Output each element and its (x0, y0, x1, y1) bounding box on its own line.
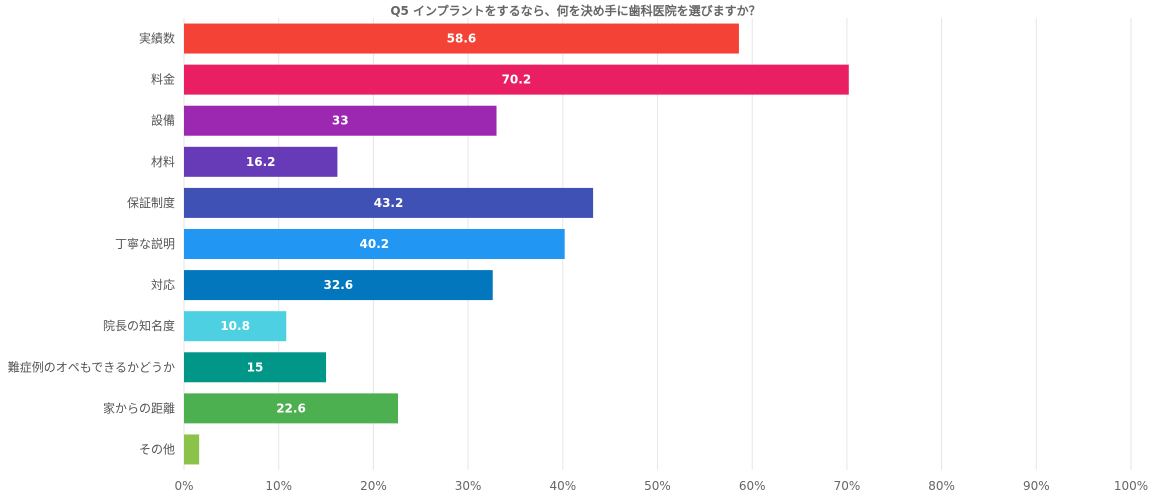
bar[interactable] (184, 270, 493, 301)
bar[interactable] (184, 311, 287, 342)
category-label: 料金 (151, 72, 175, 87)
category-label: 実績数 (139, 31, 175, 46)
category-label: 対応 (151, 278, 175, 292)
x-tick-label: 20% (360, 479, 387, 493)
data-label: 70.2 (502, 73, 532, 87)
category-label: 家からの距離 (103, 400, 175, 415)
x-tick-label: 70% (834, 479, 861, 493)
x-tick-label: 50% (644, 479, 671, 493)
category-label: 院長の知名度 (103, 318, 175, 333)
data-label: 33 (332, 114, 349, 128)
category-label: その他 (139, 442, 175, 456)
data-label: 15 (247, 360, 264, 374)
bar[interactable] (184, 105, 497, 136)
category-label: 保証制度 (127, 195, 175, 210)
category-label: 丁寧な説明 (115, 236, 175, 251)
x-tick-label: 60% (739, 479, 766, 493)
bar[interactable] (184, 352, 327, 383)
category-label: 設備 (151, 113, 175, 128)
x-tick-label: 0% (174, 479, 193, 493)
data-label: 32.6 (324, 278, 354, 292)
data-label: 22.6 (276, 401, 306, 415)
bar[interactable] (184, 434, 200, 465)
x-tick-label: 100% (1114, 479, 1148, 493)
data-label: 10.8 (220, 319, 250, 333)
x-tick-label: 10% (265, 479, 292, 493)
bar[interactable] (184, 229, 565, 259)
x-tick-label: 90% (1023, 479, 1050, 493)
data-label: 58.6 (447, 32, 477, 46)
bar[interactable] (184, 187, 594, 218)
bar[interactable] (184, 64, 849, 95)
category-label: 難症例のオペもできるかどうか (8, 359, 175, 374)
data-label: 40.2 (360, 237, 390, 251)
data-label: 43.2 (374, 196, 404, 210)
data-label: 16.2 (246, 155, 276, 169)
x-tick-label: 40% (549, 479, 576, 493)
category-label: 材料 (151, 155, 175, 169)
chart-title: Q5 インプラントをするなら、何を決め手に歯科医院を選びますか？ (390, 4, 761, 18)
bar[interactable] (184, 146, 338, 177)
x-tick-label: 80% (928, 479, 955, 493)
x-tick-label: 30% (455, 479, 482, 493)
bar[interactable] (184, 393, 399, 424)
bar[interactable] (184, 23, 739, 54)
